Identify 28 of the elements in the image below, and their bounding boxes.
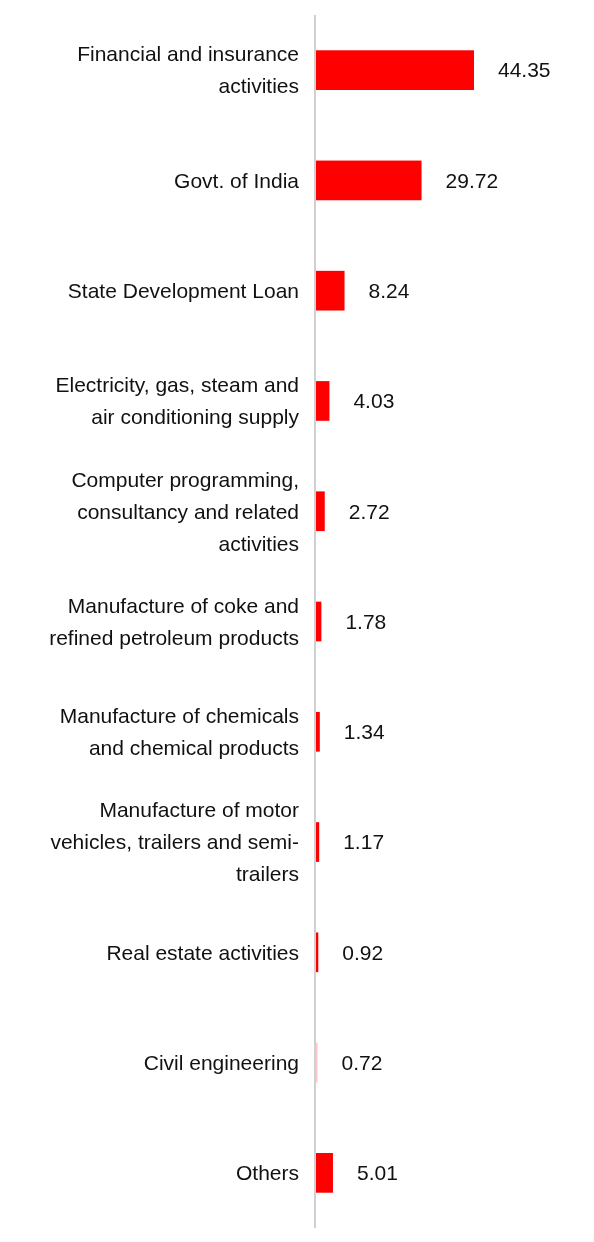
bar — [315, 50, 474, 90]
data-label: 1.34 — [343, 720, 385, 744]
data-label: 4.03 — [353, 389, 395, 413]
y-tick-label: Govt. of India — [174, 168, 300, 192]
data-label: 44.35 — [498, 58, 551, 82]
bar — [315, 491, 325, 532]
y-tick-label: Financial and insurance activities — [77, 42, 300, 98]
y-tick-label: Computer programming, consultancy and related activities — [71, 467, 299, 555]
y-tick-label: Others — [235, 1161, 300, 1185]
bar — [315, 270, 345, 311]
data-label: 1.78 — [345, 609, 387, 633]
y-tick-label: Manufacture of motor vehicles, trailers and semi-trailers — [50, 798, 300, 886]
data-label: 5.01 — [356, 1161, 398, 1185]
data-label: 0.92 — [342, 940, 384, 964]
data-label: 0.72 — [341, 1050, 383, 1074]
y-tick-label: Civil engineering — [143, 1050, 300, 1074]
y-tick-label: Electricity, gas, steam and air conditioning supply — [55, 373, 300, 429]
y-tick-label: Real estate activities — [106, 940, 299, 964]
bar — [315, 381, 330, 421]
data-label: 1.17 — [343, 830, 385, 854]
bar — [315, 160, 422, 201]
y-tick-label: Manufacture of chemicals and chemical products — [59, 704, 300, 760]
data-label: 2.72 — [348, 499, 390, 523]
bar — [315, 1153, 333, 1193]
data-label: 29.72 — [445, 168, 499, 192]
data-label: 8.24 — [368, 279, 410, 303]
y-tick-label: Manufacture of coke and refined petroleum products — [49, 593, 300, 649]
y-tick-label: State Development Loan — [67, 279, 299, 303]
